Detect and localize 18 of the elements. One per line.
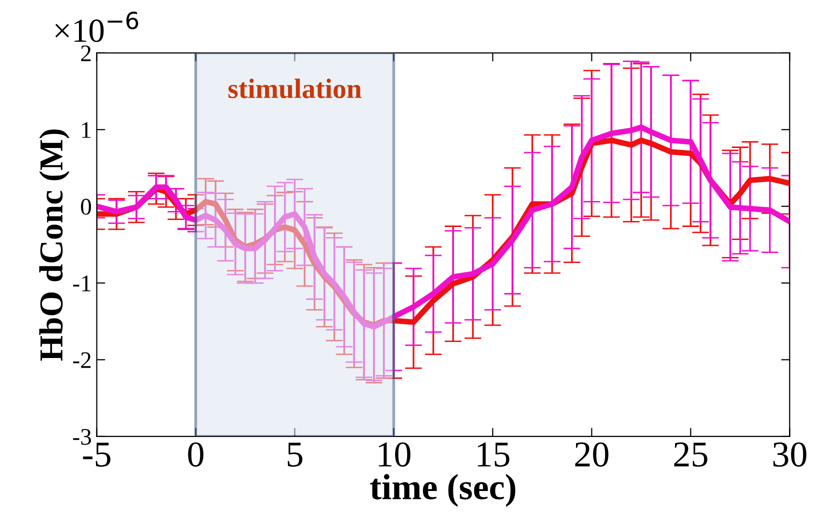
- x-tick-label: 5: [288, 442, 302, 467]
- x-tick-label: 15: [478, 442, 510, 467]
- text: ×10$^{−6}$: [55, 12, 138, 42]
- band-label: stimulation: [228, 78, 362, 98]
- x-tick-label: 10: [378, 442, 410, 467]
- y-axis-title: HbO dConc (M): [39, 129, 70, 361]
- y-tick-label: -3: [73, 428, 91, 445]
- x-tick-label: 30: [773, 442, 806, 467]
- y-tick-label: -1: [73, 276, 90, 292]
- x-tick-label: 20: [575, 442, 608, 467]
- y-tick-label: -2: [73, 352, 91, 368]
- x-tick-label: -5: [83, 442, 110, 467]
- y-tick-label: 2: [81, 45, 91, 62]
- x-axis-title: time (sec): [370, 474, 516, 507]
- x-tick-label: 25: [674, 442, 708, 467]
- x-tick-label: 0: [188, 442, 204, 467]
- y-tick-label: 0: [80, 198, 91, 215]
- y-tick-label: 1: [82, 122, 90, 138]
